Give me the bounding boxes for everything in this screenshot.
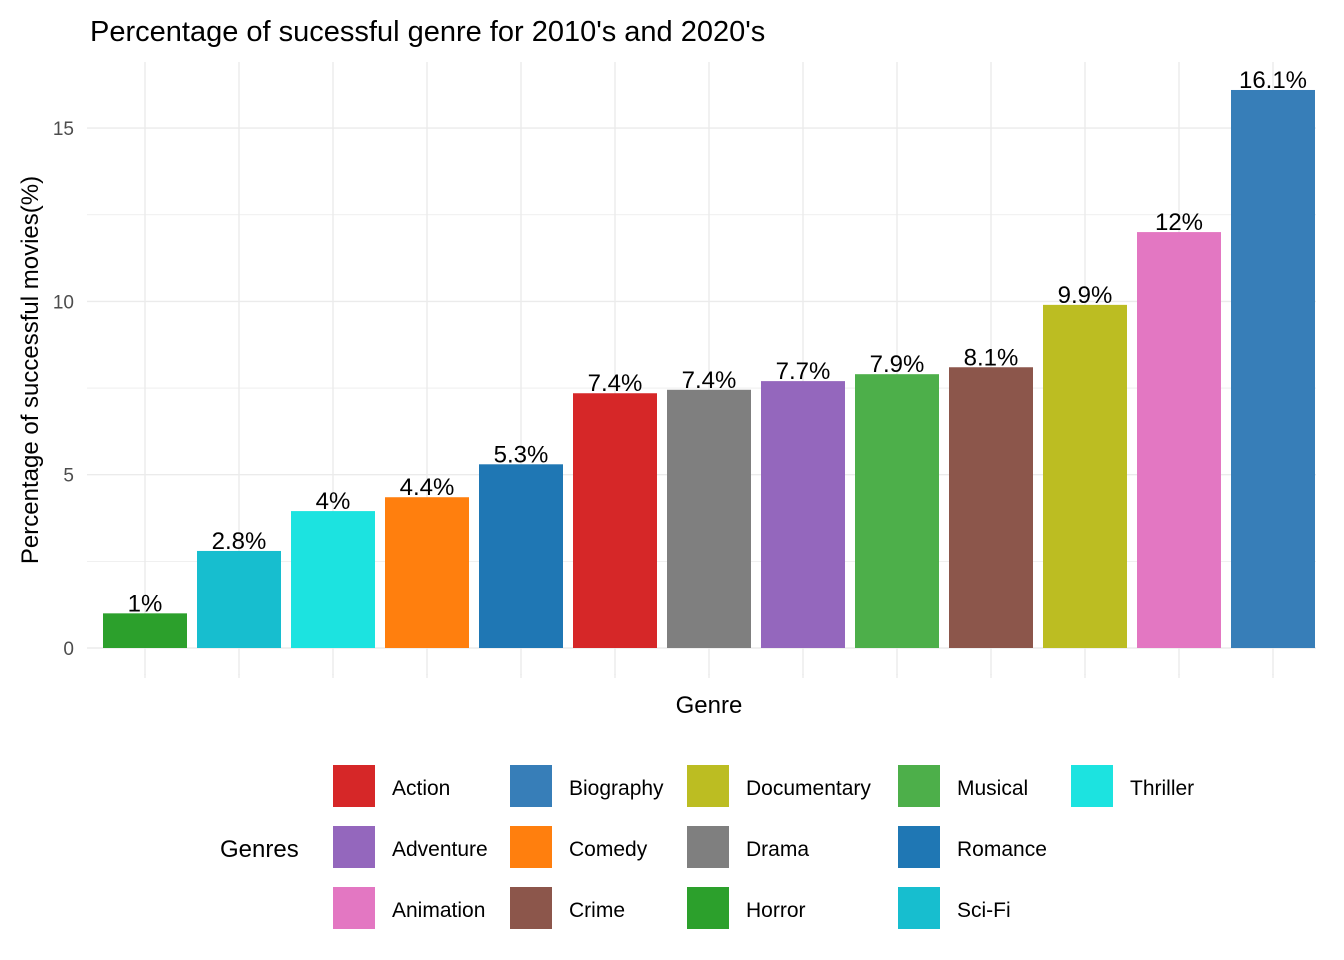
legend-label: Musical — [957, 777, 1028, 800]
legend-label: Adventure — [392, 838, 488, 861]
bar-drama — [667, 389, 751, 648]
x-axis-ticks — [144, 674, 1274, 678]
legend-label: Sci-Fi — [957, 899, 1011, 922]
legend-label: Horror — [746, 899, 806, 922]
bar-data-label: 4% — [316, 488, 351, 515]
legend-swatch-drama — [687, 826, 729, 868]
legend-swatch-horror — [687, 887, 729, 929]
bar-documentary — [1043, 304, 1127, 648]
legend: Action Adventure Animation Biography Comedy C… — [333, 765, 1194, 929]
bar-data-label: 16.1% — [1239, 67, 1307, 94]
legend-swatch-animation — [333, 887, 375, 929]
bar-labels: 1% 2.8% 4% 4.4% 5.3% 7.4% 7.4% 7.7% 7.9% 8.1% 9.9%… — [128, 67, 1307, 617]
bar-romance — [479, 464, 563, 648]
bar-data-label: 9.9% — [1058, 282, 1113, 309]
legend-label: Crime — [569, 899, 625, 922]
chart-title: Percentage of sucessful genre for 2010's… — [90, 16, 765, 48]
bar-crime — [949, 367, 1033, 648]
bar-thriller — [291, 511, 375, 648]
bar-biography — [1231, 89, 1315, 648]
legend-label: Drama — [746, 838, 809, 861]
bar-data-label: 4.4% — [400, 474, 455, 501]
legend-label: Comedy — [569, 838, 648, 861]
legend-swatch-romance — [898, 826, 940, 868]
bar-adventure — [761, 381, 845, 648]
bar-animation — [1137, 232, 1221, 648]
bar-comedy — [385, 497, 469, 648]
legend-label: Animation — [392, 899, 485, 922]
bar-data-label: 8.1% — [964, 344, 1019, 371]
y-tick-label: 0 — [63, 639, 74, 660]
x-axis-label: Genre — [676, 692, 743, 719]
bar-scifi — [197, 550, 281, 648]
legend-swatch-comedy — [510, 826, 552, 868]
y-axis-label: Percentage of successful movies(%) — [17, 176, 44, 564]
legend-swatch-musical — [898, 765, 940, 807]
y-tick-label: 10 — [53, 292, 74, 313]
legend-swatch-adventure — [333, 826, 375, 868]
legend-swatch-scifi — [898, 887, 940, 929]
legend-swatch-biography — [510, 765, 552, 807]
bar-musical — [855, 374, 939, 648]
legend-label: Thriller — [1130, 777, 1194, 800]
bar-horror — [103, 613, 187, 648]
bar-data-label: 12% — [1155, 209, 1203, 236]
legend-label: Action — [392, 777, 450, 800]
bars — [103, 89, 1315, 648]
legend-swatch-crime — [510, 887, 552, 929]
legend-label: Documentary — [746, 777, 871, 800]
bar-data-label: 7.4% — [588, 370, 643, 397]
bar-data-label: 7.4% — [682, 367, 737, 394]
y-tick-label: 15 — [53, 119, 74, 140]
legend-label: Biography — [569, 777, 664, 800]
y-axis: 0 5 10 15 — [53, 119, 74, 660]
bar-data-label: 7.9% — [870, 351, 925, 378]
bar-action — [573, 393, 657, 648]
legend-swatch-documentary — [687, 765, 729, 807]
bar-data-label: 7.7% — [776, 358, 831, 385]
bar-data-label: 2.8% — [212, 528, 267, 555]
legend-swatch-thriller — [1071, 765, 1113, 807]
legend-title: Genres — [220, 836, 299, 863]
bar-data-label: 1% — [128, 590, 163, 617]
legend-label: Romance — [957, 838, 1047, 861]
bar-data-label: 5.3% — [494, 441, 549, 468]
y-tick-label: 5 — [63, 466, 74, 487]
legend-swatch-action — [333, 765, 375, 807]
